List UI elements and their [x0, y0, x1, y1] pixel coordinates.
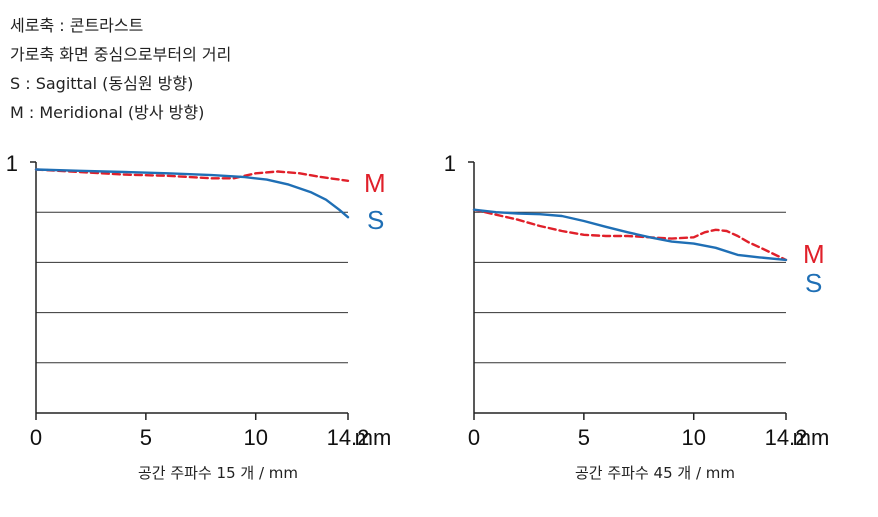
chart1-series-S-line: [34, 168, 350, 219]
legend-sagittal-text: S : Sagittal (동심원 방향): [10, 74, 194, 93]
chart1-y-tick-label: 1: [6, 151, 18, 176]
legend-meridional-text: M : Meridional (방사 방향): [10, 103, 205, 122]
chart1-x-tick-label-2: 10: [243, 425, 267, 450]
legend-x-axis-text: 가로축 화면 중심으로부터의 거리: [10, 45, 232, 64]
legend-y-axis-text: 세로축 : 콘트라스트: [10, 16, 144, 35]
chart1-series-S-label: S: [367, 205, 384, 235]
chart2-x-tick-label-0: 0: [468, 425, 480, 450]
chart2-series-M-label: M: [803, 239, 825, 269]
chart1-series-M-label: M: [364, 168, 386, 198]
chart2-y-tick-label: 1: [444, 151, 456, 176]
chart2-caption: 공간 주파수 45 개 / mm: [575, 464, 735, 482]
chart1-x-tick-label-1: 5: [140, 425, 152, 450]
legend-block: 세로축 : 콘트라스트 가로축 화면 중심으로부터의 거리 S : Sagitt…: [10, 11, 231, 127]
chart2-x-tick-label-3: 14.2: [765, 425, 808, 450]
chart1-x-unit-label: mm: [355, 425, 392, 450]
chart1-caption: 공간 주파수 15 개 / mm: [138, 464, 298, 482]
chart1-x-tick-label-3: 14.2: [327, 425, 370, 450]
chart2-x-unit-label: mm: [793, 425, 830, 450]
chart2-x-tick-label-2: 10: [681, 425, 705, 450]
chart2-series-S-label: S: [805, 268, 822, 298]
chart1-series-M-line: [34, 168, 350, 183]
chart1-x-tick-label-0: 0: [30, 425, 42, 450]
chart2-series-S-line: [472, 208, 788, 262]
chart2-x-tick-label-1: 5: [578, 425, 590, 450]
chart2-series-M-line: [472, 208, 788, 262]
